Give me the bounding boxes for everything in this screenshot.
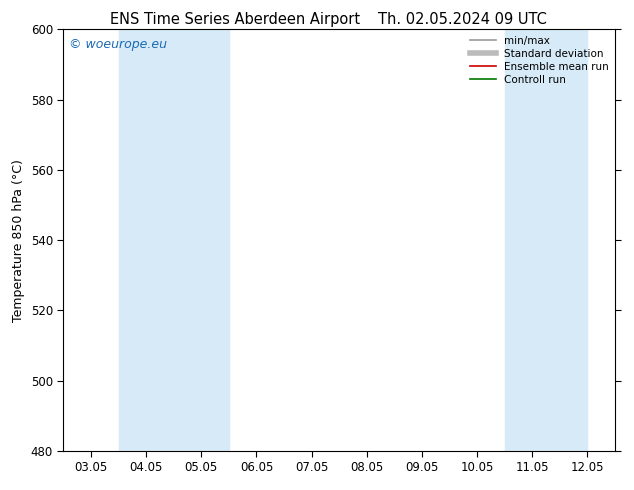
Bar [119, 29, 229, 451]
Text: Th. 02.05.2024 09 UTC: Th. 02.05.2024 09 UTC [378, 12, 547, 27]
Text: © woeurope.eu: © woeurope.eu [69, 38, 167, 51]
Bar [505, 29, 588, 451]
Legend: min/max, Standard deviation, Ensemble mean run, Controll run: min/max, Standard deviation, Ensemble me… [465, 31, 613, 89]
Text: ENS Time Series Aberdeen Airport: ENS Time Series Aberdeen Airport [110, 12, 359, 27]
Y-axis label: Temperature 850 hPa (°C): Temperature 850 hPa (°C) [12, 159, 25, 321]
